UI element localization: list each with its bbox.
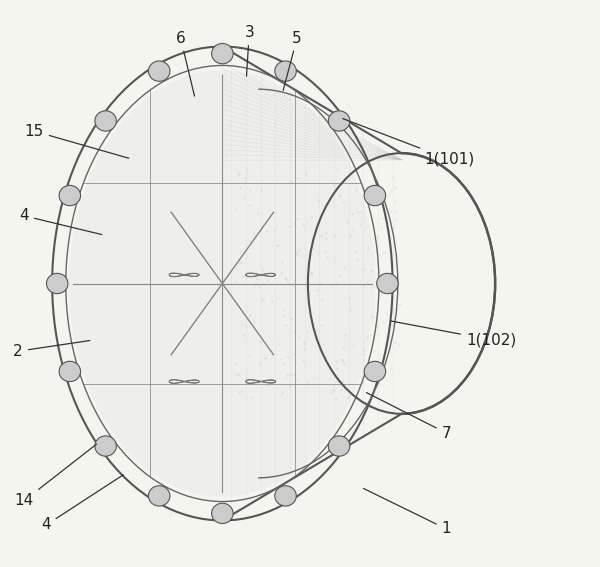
Circle shape — [59, 361, 80, 382]
Circle shape — [377, 273, 398, 294]
Text: 1(102): 1(102) — [391, 321, 516, 348]
Text: 4: 4 — [41, 475, 124, 532]
Text: 5: 5 — [283, 31, 302, 91]
Circle shape — [47, 273, 68, 294]
Circle shape — [95, 436, 116, 456]
Circle shape — [364, 361, 386, 382]
Circle shape — [148, 486, 170, 506]
Circle shape — [59, 185, 80, 206]
Text: 3: 3 — [244, 25, 254, 76]
Circle shape — [328, 111, 350, 131]
Text: 15: 15 — [25, 124, 129, 158]
Circle shape — [275, 486, 296, 506]
Ellipse shape — [69, 70, 376, 497]
Text: 2: 2 — [13, 341, 90, 359]
Text: 14: 14 — [14, 444, 97, 508]
Text: 7: 7 — [367, 392, 451, 441]
Circle shape — [212, 503, 233, 523]
Circle shape — [148, 61, 170, 81]
Circle shape — [95, 111, 116, 131]
Circle shape — [212, 44, 233, 64]
Text: 1: 1 — [364, 488, 451, 536]
Circle shape — [328, 436, 350, 456]
Text: 4: 4 — [19, 208, 102, 235]
Text: 6: 6 — [176, 31, 194, 96]
Circle shape — [364, 185, 386, 206]
Circle shape — [275, 61, 296, 81]
Text: 1(101): 1(101) — [343, 119, 475, 167]
